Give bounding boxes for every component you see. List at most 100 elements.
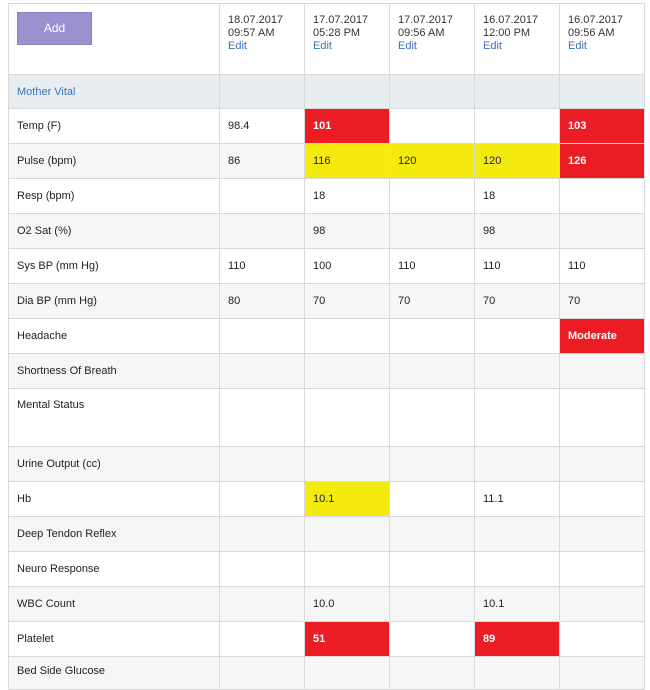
value-cell: 86 (219, 143, 305, 179)
value-cell (559, 388, 645, 447)
value-cell (389, 178, 475, 214)
table-row: Pulse (bpm) 86 116 120 120 126 (8, 143, 645, 179)
value-cell (474, 388, 560, 447)
value-cell: 110 (389, 248, 475, 284)
value-cell (389, 481, 475, 517)
value-cell (559, 621, 645, 657)
row-label: Bed Side Glucose (8, 656, 220, 690)
row-label: Sys BP (mm Hg) (8, 248, 220, 284)
row-label: Headache (8, 318, 220, 354)
table-row: Neuro Response (8, 551, 645, 587)
column-header: 17.07.2017 05:28 PM Edit (304, 3, 390, 75)
value-cell (474, 551, 560, 587)
value-cell (474, 446, 560, 482)
section-cell (304, 74, 390, 109)
column-date: 16.07.2017 (483, 14, 539, 26)
column-time: 09:56 AM (568, 27, 615, 39)
value-cell (219, 656, 305, 690)
value-cell: 103 (559, 108, 645, 144)
value-cell (304, 551, 390, 587)
value-cell (219, 621, 305, 657)
table-row: Mental Status (8, 388, 645, 447)
value-cell: 110 (219, 248, 305, 284)
column-header: 17.07.2017 09:56 AM Edit (389, 3, 475, 75)
row-label: Pulse (bpm) (8, 143, 220, 179)
add-button[interactable]: Add (17, 12, 92, 45)
value-cell (304, 388, 390, 447)
table-row: Urine Output (cc) (8, 446, 645, 482)
section-cell (389, 74, 475, 109)
section-label: Mother Vital (8, 74, 220, 109)
column-time: 12:00 PM (483, 27, 531, 39)
value-cell (389, 318, 475, 354)
value-cell (219, 178, 305, 214)
edit-link[interactable]: Edit (568, 40, 587, 52)
value-cell (389, 516, 475, 552)
table-row: Deep Tendon Reflex (8, 516, 645, 552)
table-row: O2 Sat (%) 98 98 (8, 213, 645, 249)
row-label: Shortness Of Breath (8, 353, 220, 389)
value-cell (559, 213, 645, 249)
value-cell (389, 213, 475, 249)
edit-link[interactable]: Edit (398, 40, 417, 52)
value-cell: 101 (304, 108, 390, 144)
value-cell (559, 353, 645, 389)
value-cell: 70 (474, 283, 560, 319)
value-cell: 70 (389, 283, 475, 319)
value-cell (219, 551, 305, 587)
value-cell: 120 (474, 143, 560, 179)
table-row: Headache Moderate (8, 318, 645, 354)
value-cell (219, 353, 305, 389)
column-time: 09:56 AM (398, 27, 445, 39)
value-cell (559, 586, 645, 622)
column-header: 18.07.2017 09:57 AM Edit (219, 3, 305, 75)
value-cell (474, 353, 560, 389)
add-cell: Add (8, 3, 220, 75)
value-cell (219, 481, 305, 517)
value-cell: 100 (304, 248, 390, 284)
edit-link[interactable]: Edit (483, 40, 502, 52)
section-row: Mother Vital (8, 74, 645, 109)
value-cell: 18 (304, 178, 390, 214)
value-cell (474, 656, 560, 690)
row-label: Neuro Response (8, 551, 220, 587)
value-cell: 10.1 (474, 586, 560, 622)
value-cell: 89 (474, 621, 560, 657)
table-row: Resp (bpm) 18 18 (8, 178, 645, 214)
edit-link[interactable]: Edit (313, 40, 332, 52)
section-cell (559, 74, 645, 109)
value-cell (389, 108, 475, 144)
value-cell (389, 586, 475, 622)
value-cell (389, 656, 475, 690)
value-cell: 11.1 (474, 481, 560, 517)
value-cell (219, 586, 305, 622)
value-cell (219, 213, 305, 249)
value-cell: 80 (219, 283, 305, 319)
value-cell: 10.1 (304, 481, 390, 517)
section-cell (219, 74, 305, 109)
value-cell: 120 (389, 143, 475, 179)
vitals-table: Add 18.07.2017 09:57 AM Edit 17.07.2017 … (8, 3, 645, 690)
value-cell (304, 446, 390, 482)
value-cell: 116 (304, 143, 390, 179)
value-cell: 98 (304, 213, 390, 249)
value-cell (219, 318, 305, 354)
edit-link[interactable]: Edit (228, 40, 247, 52)
row-label: Dia BP (mm Hg) (8, 283, 220, 319)
value-cell: 98.4 (219, 108, 305, 144)
row-label: Resp (bpm) (8, 178, 220, 214)
row-label: Mental Status (8, 388, 220, 447)
table-row: Dia BP (mm Hg) 80 70 70 70 70 (8, 283, 645, 319)
value-cell: 10.0 (304, 586, 390, 622)
value-cell (559, 551, 645, 587)
value-cell (304, 516, 390, 552)
table-row: Shortness Of Breath (8, 353, 645, 389)
value-cell (559, 516, 645, 552)
row-label: Urine Output (cc) (8, 446, 220, 482)
row-label: O2 Sat (%) (8, 213, 220, 249)
value-cell (389, 621, 475, 657)
table-row: WBC Count 10.0 10.1 (8, 586, 645, 622)
section-cell (474, 74, 560, 109)
value-cell: 126 (559, 143, 645, 179)
value-cell (559, 446, 645, 482)
